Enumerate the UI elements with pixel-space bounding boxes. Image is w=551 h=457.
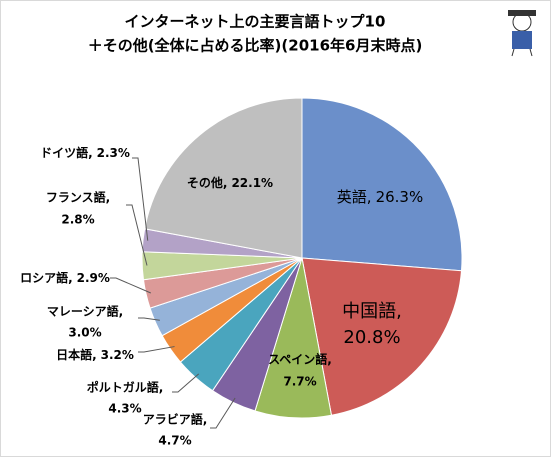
label-value: 20.8% [343, 327, 400, 348]
label-value: 22.1% [231, 176, 273, 190]
label-category: 英語, [337, 188, 372, 206]
leader-line [138, 346, 175, 353]
leader-line [126, 204, 148, 266]
label-value: 2.3% [97, 146, 130, 160]
leader-line [210, 397, 236, 429]
pie-slice [301, 257, 463, 416]
label-value: 3.0% [68, 326, 101, 340]
label-category: アラビア語, [143, 412, 208, 427]
label-category: ポルトガル語, [87, 380, 164, 395]
label-category: マレーシア語, [47, 304, 123, 319]
label-value: 3.2% [101, 348, 134, 362]
label-value: 4.7% [158, 434, 191, 448]
label-category: ドイツ語, [40, 145, 93, 160]
data-label: その他, 22.1% [187, 175, 273, 190]
mascot-icon [508, 10, 536, 57]
label-category: フランス語, [46, 190, 110, 205]
chart-title: インターネット上の主要言語トップ10 [125, 13, 386, 31]
chart-subtitle: ＋その他(全体に占める比率)(2016年6月末時点) [88, 37, 423, 55]
data-label: ロシア語, 2.9% [20, 270, 110, 285]
data-label: 日本語, 3.2% [56, 347, 134, 362]
pie-slice [144, 97, 303, 259]
leader-line [110, 277, 151, 294]
data-label: 英語, 26.3% [337, 188, 423, 206]
label-category: その他, [187, 175, 228, 190]
data-label: ドイツ語, 2.3% [40, 145, 130, 160]
label-category: ロシア語, [20, 270, 73, 285]
label-value: 2.9% [77, 271, 110, 285]
label-value: 7.7% [283, 375, 316, 389]
leader-line [132, 157, 149, 241]
label-value: 2.8% [61, 213, 94, 227]
label-category: 日本語, [56, 347, 97, 362]
leader-line [138, 317, 160, 321]
label-value: 26.3% [376, 188, 424, 206]
label-value: 4.3% [108, 402, 141, 416]
label-category: 中国語, [342, 301, 402, 322]
label-category: スペイン語, [268, 352, 332, 367]
pie-slice [301, 97, 463, 272]
leader-line [172, 373, 200, 393]
